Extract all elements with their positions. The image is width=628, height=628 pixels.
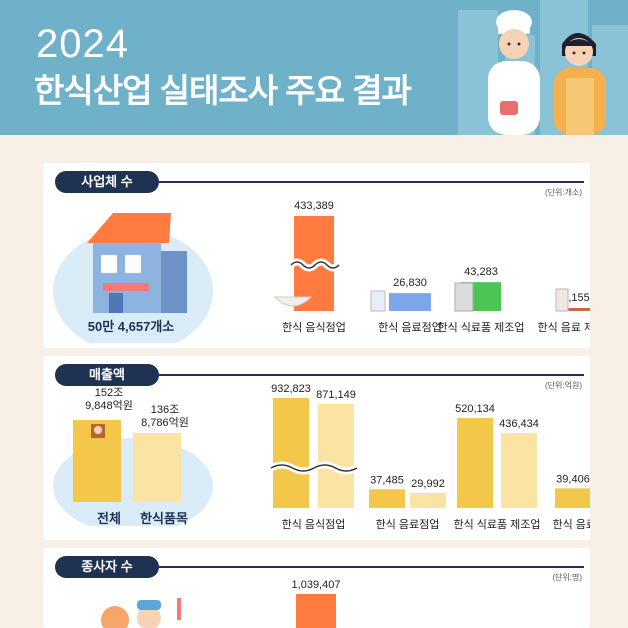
establishments-total: 50만 4,657개소 <box>87 319 175 334</box>
bar-1 <box>389 293 431 311</box>
tick-label-3: 한식 음료 제조업 <box>553 518 590 531</box>
sales-summary-graphic <box>53 420 213 526</box>
section-label-establishments: 사업체 수 <box>55 171 159 193</box>
sales-total-label: 전체 <box>97 511 121 526</box>
bottle-icon <box>555 288 569 312</box>
unit-label: (단위:명) <box>552 573 582 582</box>
sales-hansik-value-line1: 136조 <box>150 404 180 416</box>
establishments-section: 사업체 수 (단위:개소) 50만 4,657개소 433,389 한식 음식점업… <box>43 163 590 348</box>
data-label-2-0: 520,134 <box>455 403 495 415</box>
data-label-3-0: 39,406 <box>556 473 590 485</box>
section-label-sales: 매출액 <box>55 364 159 386</box>
unit-label: (단위:개소) <box>545 188 582 197</box>
bar-2-1 <box>501 433 537 508</box>
data-label-3: 1,155 <box>562 292 590 304</box>
tick-label-0: 한식 음식점업 <box>282 518 346 531</box>
sales-hansik-value-line2: 8,786억원 <box>141 417 189 429</box>
bar-0 <box>296 594 336 628</box>
tick-label-3: 한식 음료 제조업 <box>538 321 590 334</box>
grinder-icon <box>454 282 474 312</box>
data-label-1-1: 29,992 <box>411 478 445 490</box>
section-divider <box>159 374 584 376</box>
sales-total-value-line1: 152조 <box>94 387 124 399</box>
tick-label-2: 한식 식료품 제조업 <box>453 518 540 531</box>
report-year: 2024 <box>36 22 129 66</box>
header-banner: 2024 한식산업 실태조사 주요 결과 <box>0 0 628 135</box>
bar-1-0 <box>369 489 405 508</box>
tick-label-1: 한식 음료점업 <box>378 321 442 334</box>
data-label-0: 433,389 <box>294 200 334 212</box>
data-label-1: 26,830 <box>393 277 427 289</box>
unit-label: (단위:억원) <box>545 381 582 390</box>
tick-label-0: 한식 음식점업 <box>282 321 346 334</box>
cup-icon <box>370 290 386 312</box>
axis-break-icon <box>290 261 340 269</box>
workers-section: 종사자 수 (단위:명) 1,039,407 <box>43 548 590 628</box>
sales-bar-chart: 932,823 871,149 한식 음식점업 37,485 29,992 한식 음료점업… <box>269 384 590 531</box>
sales-total-value-line2: 9,848억원 <box>85 400 133 412</box>
section-divider <box>159 181 584 183</box>
section-label-workers: 종사자 수 <box>55 556 159 578</box>
establishments-bar-chart: 433,389 한식 음식점업 26,830 한식 음료점업 43,283 한식 식료품 … <box>273 200 590 334</box>
bar-0-1 <box>318 404 354 508</box>
data-label-2-1: 436,434 <box>499 418 539 430</box>
data-label-0-0: 932,823 <box>271 384 311 395</box>
page-title: 한식산업 실태조사 주요 결과 <box>34 72 412 109</box>
sales-hansik-label: 한식품목 <box>140 511 188 526</box>
tick-label-2: 한식 식료품 제조업 <box>437 321 524 334</box>
bar-2-0 <box>457 418 493 508</box>
restaurant-building-icon <box>53 213 213 343</box>
bar-1-1 <box>410 493 446 508</box>
bar-3-0 <box>555 488 590 508</box>
sales-hansik-value: 136조 8,786억원 <box>130 404 200 430</box>
axis-break-icon <box>270 464 358 472</box>
tick-label-1: 한식 음료점업 <box>376 518 440 531</box>
chefs-illustration-icon <box>488 10 606 135</box>
data-label-1-0: 37,485 <box>370 474 404 486</box>
sales-total-value: 152조 9,848억원 <box>81 387 137 413</box>
section-divider <box>159 566 584 568</box>
bowl-icon <box>273 296 313 307</box>
workers-group-icon <box>101 598 181 628</box>
sales-section: 매출액 (단위:억원) 152조 9,848억원 136조 8,786억원 전체… <box>43 356 590 540</box>
workers-bar-chart: 1,039,407 <box>292 579 341 628</box>
data-label-2: 43,283 <box>464 266 498 278</box>
data-label-0: 1,039,407 <box>292 579 341 591</box>
data-label-0-1: 871,149 <box>316 389 356 401</box>
bar-3 <box>558 308 590 311</box>
bar-0-0 <box>273 398 309 508</box>
